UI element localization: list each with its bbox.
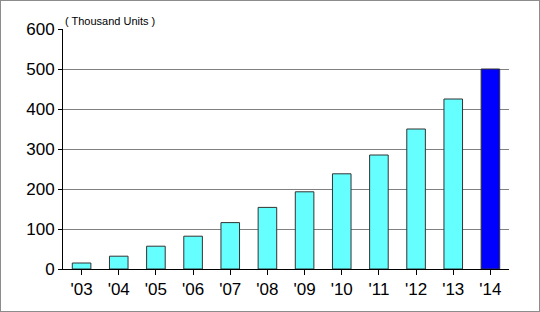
svg-text:'10: '10 xyxy=(331,280,353,299)
svg-text:100: 100 xyxy=(26,220,54,239)
svg-text:'13: '13 xyxy=(442,280,464,299)
svg-text:600: 600 xyxy=(26,20,54,39)
svg-text:300: 300 xyxy=(26,140,54,159)
svg-text:'11: '11 xyxy=(368,280,389,299)
svg-text:'14: '14 xyxy=(479,280,501,299)
svg-text:'04: '04 xyxy=(108,280,130,299)
svg-text:'03: '03 xyxy=(71,280,93,299)
svg-text:200: 200 xyxy=(26,180,54,199)
svg-text:'08: '08 xyxy=(256,280,278,299)
svg-text:'07: '07 xyxy=(219,280,241,299)
svg-text:'12: '12 xyxy=(405,280,427,299)
svg-text:500: 500 xyxy=(26,60,54,79)
svg-text:'09: '09 xyxy=(294,280,316,299)
svg-text:'05: '05 xyxy=(145,280,167,299)
svg-text:0: 0 xyxy=(45,260,54,279)
svg-text:400: 400 xyxy=(26,100,54,119)
svg-text:'06: '06 xyxy=(182,280,204,299)
svg-text:( Thousand Units ): ( Thousand Units ) xyxy=(65,15,155,27)
